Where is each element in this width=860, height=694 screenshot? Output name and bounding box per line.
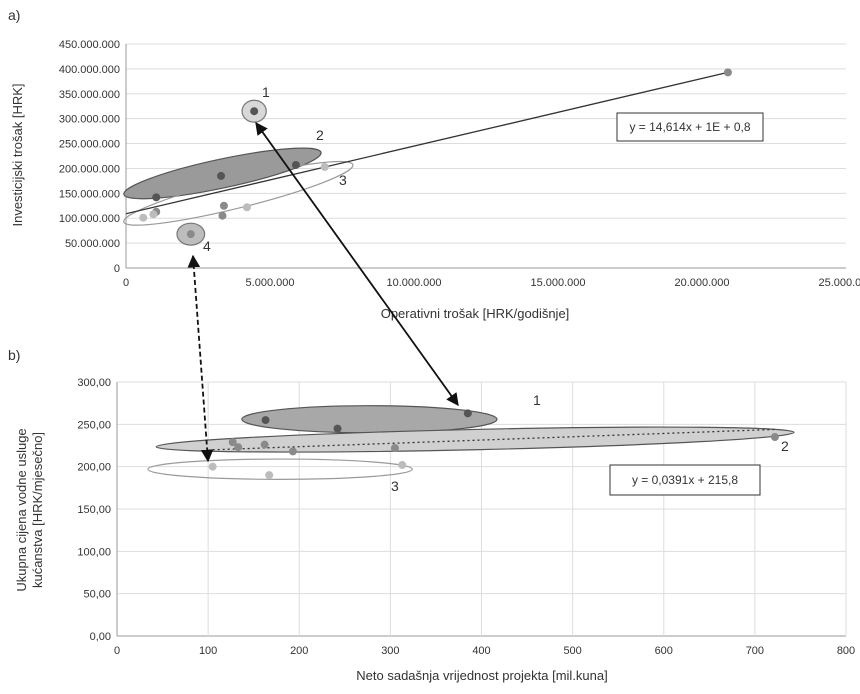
panel-a-data-point [218, 211, 227, 220]
panel-a: a) 0 50.000.000 100.000.000 150.000.000 200.… [8, 7, 860, 321]
panel-b-data-point [288, 447, 297, 456]
panel-a-data-point [217, 171, 226, 180]
panel-b-points [208, 409, 779, 480]
panel-a-y-tick-label: 50.000.000 [65, 238, 120, 250]
panel-b-x-tick-label: 500 [563, 645, 581, 657]
panel-b-x-axis-title: Neto sadašnja vrijednost projekta [mil.k… [356, 668, 607, 683]
panel-a-data-point [250, 107, 259, 116]
panel-a-clusters [123, 99, 354, 246]
panel-b-equation: y = 0,0391x + 215,8 [632, 473, 738, 487]
panel-b-data-point [770, 433, 779, 442]
panel-a-y-tick-label: 300.000.000 [59, 114, 120, 126]
panel-b-y-tick-label: 100,00 [77, 546, 111, 558]
panel-b-y-tick-label: 50,00 [83, 589, 111, 601]
panel-a-cluster-3-label: 3 [339, 172, 347, 188]
panel-b-equation-box: y = 0,0391x + 215,8 [609, 464, 761, 496]
panel-b-y-tick-label: 250,00 [77, 419, 111, 431]
panel-b-data-point [260, 440, 269, 449]
panel-a-x-tick-label: 15.000.000 [530, 277, 585, 289]
panel-b-data-point [228, 438, 237, 447]
panel-a-data-point [723, 68, 732, 77]
panel-a-data-point [152, 193, 161, 202]
panel-b-y-tick-label: 200,00 [77, 462, 111, 474]
panel-a-data-point [291, 160, 300, 169]
panel-a-y-tick-label: 150.000.000 [59, 188, 120, 200]
panel-a-equation: y = 14,614x + 1E + 0,8 [629, 120, 750, 134]
panel-b-data-point [208, 462, 217, 471]
panel-b-x-tick-label: 600 [655, 645, 673, 657]
panel-a-x-tick-label: 5.000.000 [246, 277, 295, 289]
panel-a-y-tick-label: 250.000.000 [59, 139, 120, 151]
panel-b-x-tick-label: 700 [746, 645, 764, 657]
panel-b-y-axis-title-line-1: Ukupna cijena vodne usluge [14, 428, 29, 591]
panel-a-x-tick-label: 0 [123, 277, 129, 289]
panel-a-data-point [320, 162, 329, 171]
panel-b-data-point [261, 416, 270, 425]
panel-b-data-point [265, 471, 274, 480]
panel-b-label: b) [8, 347, 20, 363]
panel-b-trendline [212, 428, 775, 451]
panel-b-cluster-3-label: 3 [391, 478, 399, 494]
panel-b-data-point [390, 444, 399, 453]
panel-b-x-tick-label: 100 [199, 645, 217, 657]
panel-a-y-tick-label: 100.000.000 [59, 213, 120, 225]
panel-b-data-point [398, 460, 407, 469]
panel-b-cluster-2-label: 2 [781, 438, 789, 454]
panel-a-data-point [242, 203, 251, 212]
panel-a-y-tick-label: 400.000.000 [59, 64, 120, 76]
panel-b-x-tick-label: 400 [472, 645, 490, 657]
panel-b-y-tick-label: 150,00 [77, 504, 111, 516]
panel-b-y-tick-label: 300,00 [77, 377, 111, 389]
panel-b-cluster-3-ellipse [147, 458, 413, 480]
panel-b-x-tick-label: 200 [290, 645, 308, 657]
panel-a-data-point [149, 210, 158, 219]
panel-b-y-axis-title-line-2: kućanstva [HRK/mjesečno] [30, 432, 45, 588]
panel-a-y-tick-label: 0 [114, 263, 120, 275]
panel-a-x-tick-label: 20.000.000 [674, 277, 729, 289]
panel-a-x-tick-label: 10.000.000 [386, 277, 441, 289]
panel-b-y-tick-label: 0,00 [90, 631, 111, 643]
panel-b-x-tick-label: 800 [837, 645, 855, 657]
panel-b-cluster-1-label: 1 [533, 392, 541, 408]
panel-a-cluster-1-label: 1 [262, 84, 270, 100]
panel-a-x-axis-title: Operativni trošak [HRK/godišnje] [381, 306, 570, 321]
panel-a-y-axis-title: Investicijski trošak [HRK] [10, 83, 25, 226]
panel-a-data-point [219, 201, 228, 210]
panel-b-data-point [234, 443, 243, 452]
panel-b-x-tick-label: 0 [114, 645, 120, 657]
panel-a-ticks: 0 50.000.000 100.000.000 150.000.000 200.000… [59, 39, 860, 289]
panel-a-cluster-4-label: 4 [203, 238, 211, 254]
panel-b: b) 0,0050,00100,00150,00200,00250,00300,… [8, 347, 855, 683]
panel-a-data-point [139, 213, 148, 222]
panel-a-x-tick-label: 25.000.000 [818, 277, 860, 289]
panel-connectors [187, 121, 459, 463]
panel-a-y-tick-label: 350.000.000 [59, 89, 120, 101]
panel-a-cluster-2-label: 2 [316, 127, 324, 143]
panel-b-ticks: 0,00 50,00 100,00 150,00 200,00 250,00 300,00 0… [77, 377, 855, 657]
panel-a-equation-box: y = 14,614x + 1E + 0,8 [616, 112, 764, 142]
panel-b-grid [116, 381, 847, 637]
panel-a-label: a) [8, 7, 20, 23]
connector-arrow-cluster-4 [187, 254, 214, 463]
panel-b-data-point [333, 424, 342, 433]
panel-a-y-tick-label: 450.000.000 [59, 39, 120, 51]
panel-b-data-point [463, 409, 472, 418]
panel-b-cluster-2-ellipse [155, 426, 795, 453]
panel-a-data-point [186, 230, 195, 239]
panel-a-y-tick-label: 200.000.000 [59, 163, 120, 175]
connector-arrow-cluster-1 [255, 121, 459, 407]
panel-b-cluster-1-ellipse [241, 405, 498, 434]
panel-b-clusters [147, 405, 795, 480]
panel-b-x-tick-label: 300 [381, 645, 399, 657]
panel-b-trendline-layer [212, 428, 775, 451]
